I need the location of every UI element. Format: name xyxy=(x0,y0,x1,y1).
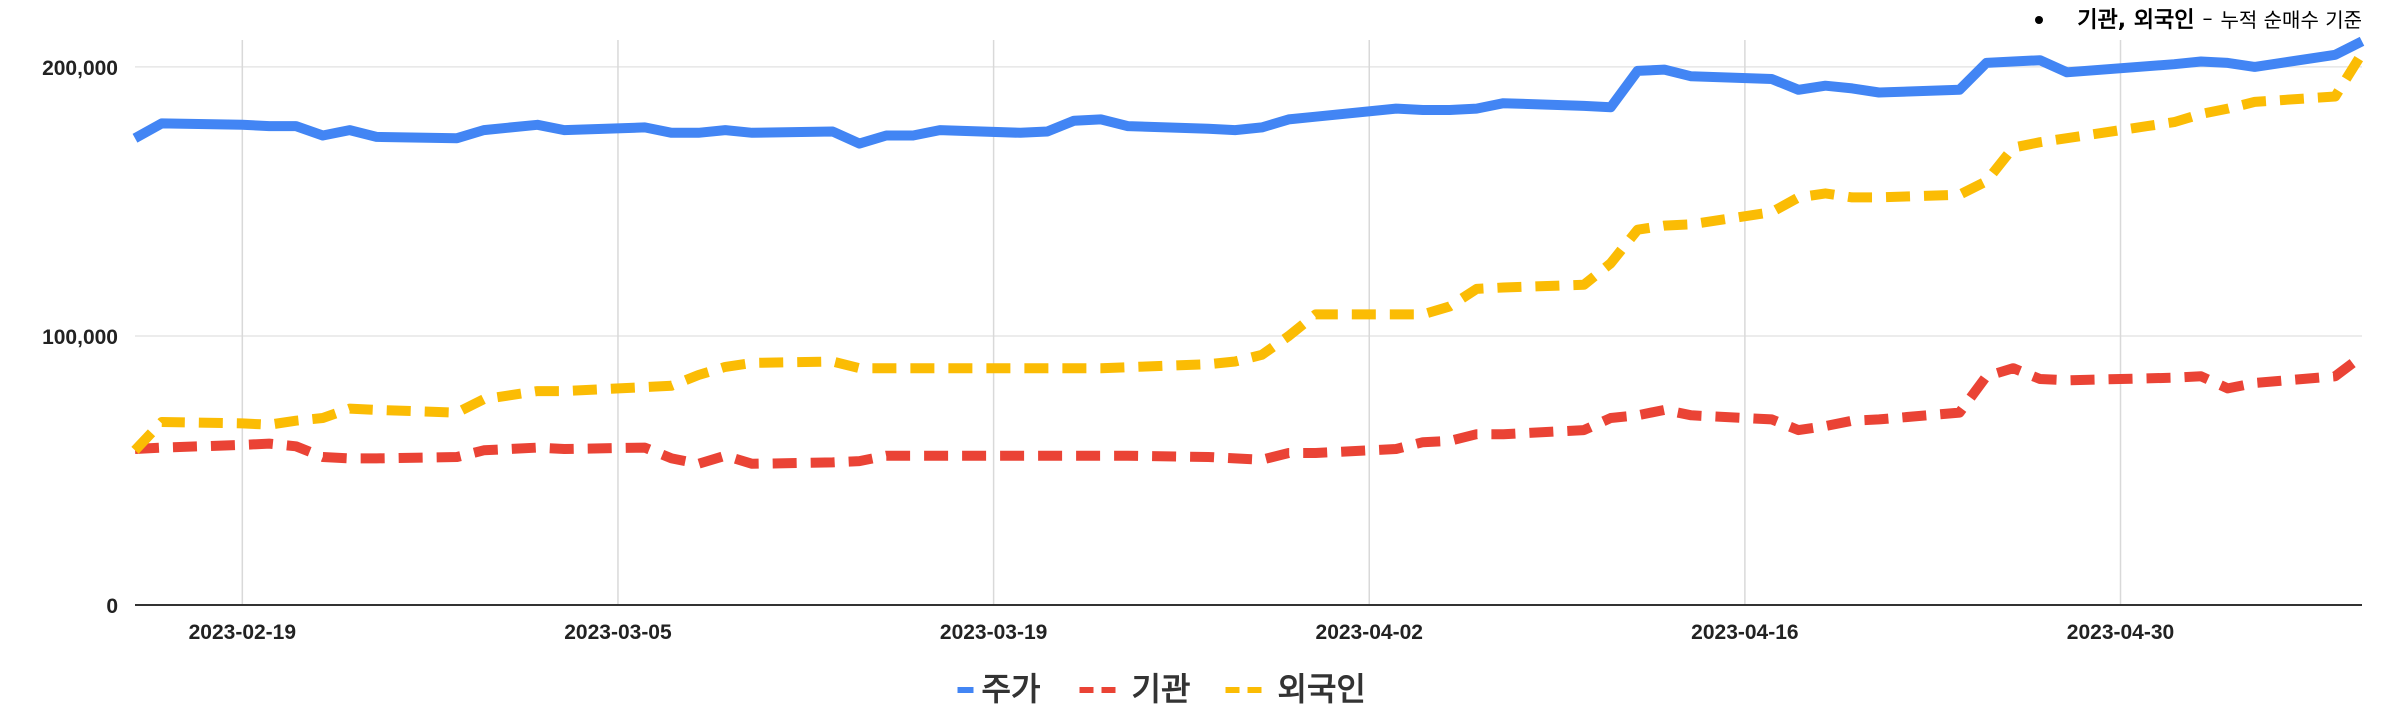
series-line-3 xyxy=(131,50,2367,454)
chart-annotation: 기관, 외국인 – 누적 순매수 기준 xyxy=(2035,2,2362,34)
x-tick-label: 2023-02-19 xyxy=(189,621,296,644)
series-lines xyxy=(131,36,2367,469)
y-tick-label: 200,000 xyxy=(42,57,118,80)
annotation-detail: 누적 순매수 기준 xyxy=(2220,7,2362,32)
y-axis-ticks: 0 100,000 200,000 xyxy=(42,57,118,618)
y-tick-label: 100,000 xyxy=(42,326,118,349)
x-tick-label: 2023-04-30 xyxy=(2067,621,2174,644)
series-line-1 xyxy=(132,36,2365,149)
annotation-title: 기관, 외국인 xyxy=(2077,8,2195,33)
series-line-2 xyxy=(134,352,2366,469)
x-tick-label: 2023-03-19 xyxy=(940,621,1047,644)
legend: 주가 기관 외국인 xyxy=(957,670,1366,708)
legend-label: 외국인 xyxy=(1278,670,1366,708)
bullet-icon xyxy=(2035,16,2044,24)
x-tick-label: 2023-04-02 xyxy=(1316,621,1423,644)
x-tick-label: 2023-03-05 xyxy=(564,621,672,644)
x-tick-label: 2023-04-16 xyxy=(1691,621,1798,644)
annotation-dash: – xyxy=(2202,6,2213,30)
legend-label: 기관 xyxy=(1132,670,1191,708)
y-tick-label: 0 xyxy=(106,595,118,618)
x-axis-ticks: 2023-02-19 2023-03-05 2023-03-19 2023-04-02… xyxy=(189,621,2175,644)
legend-label: 주가 xyxy=(982,670,1041,708)
